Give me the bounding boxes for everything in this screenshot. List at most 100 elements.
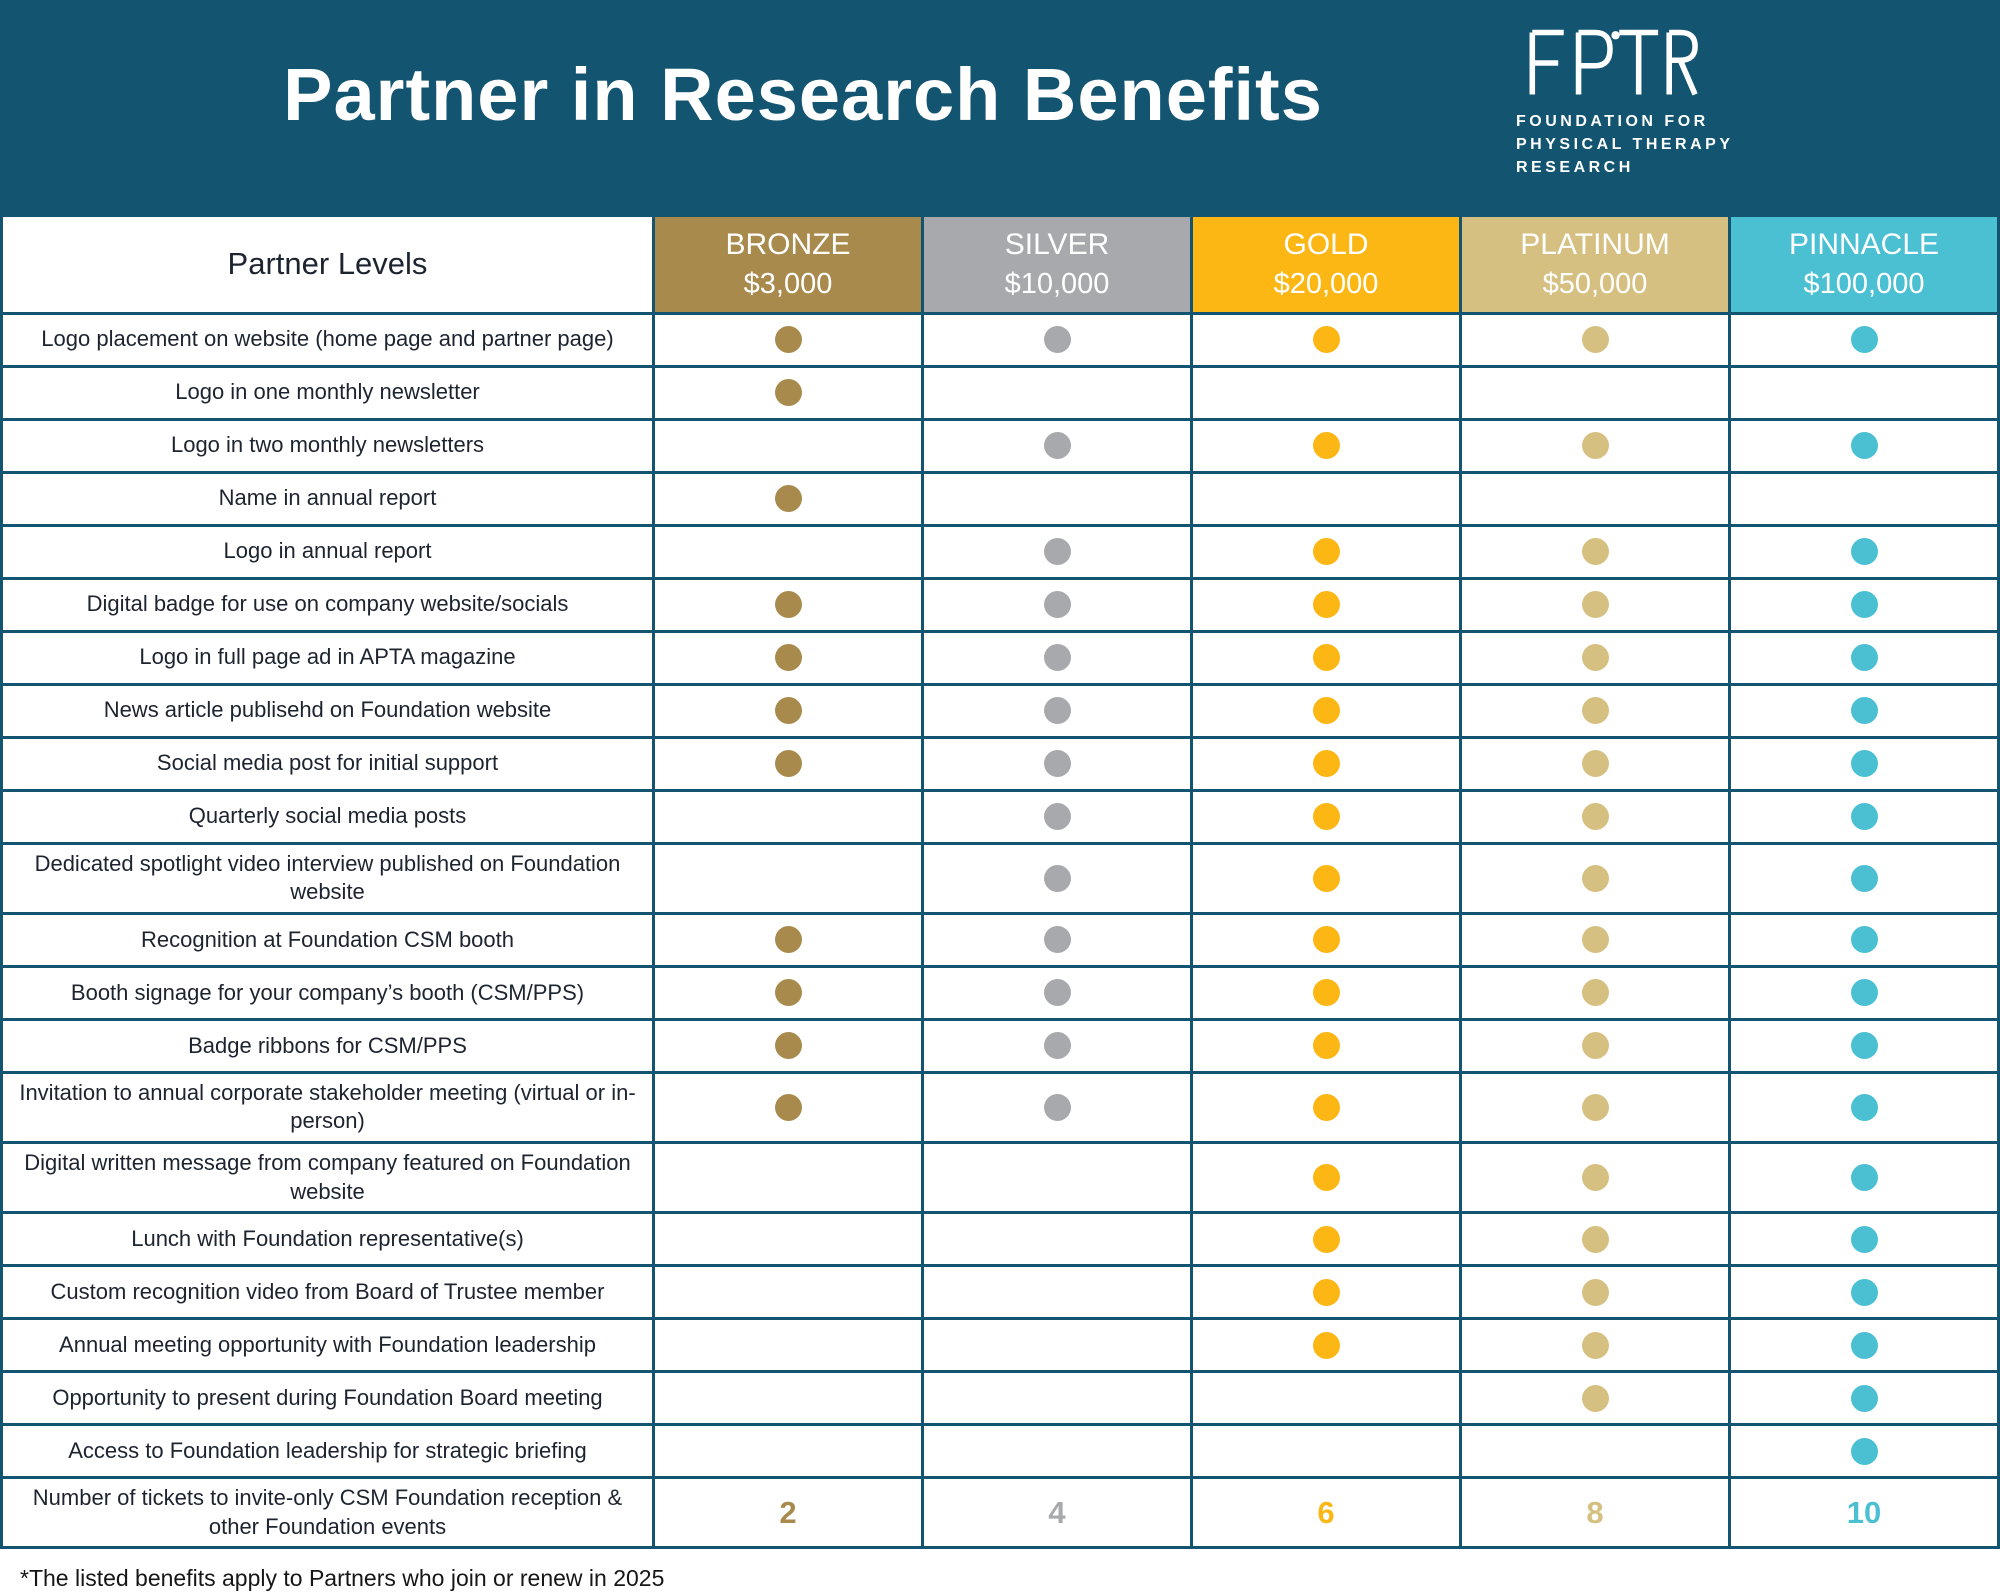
benefit-cell-silver [921,1264,1193,1321]
benefit-dot [774,750,802,778]
benefit-dot [1581,1225,1609,1253]
benefit-dot [1850,1032,1878,1060]
benefit-dot [1312,432,1340,460]
benefit-dot [1581,1164,1609,1192]
level-header-silver: SILVER $10,000 [921,214,1193,315]
benefit-dot [1043,326,1071,354]
benefit-cell-silver [921,1017,1193,1074]
benefit-cell-platinum [1459,1264,1731,1321]
benefit-dot [1581,326,1609,354]
benefit-cell-pinnacle [1728,1370,2000,1427]
benefit-cell-platinum [1459,1017,1731,1074]
benefit-dot [1850,1225,1878,1253]
benefit-cell-gold [1190,911,1462,968]
benefit-cell-pinnacle [1728,788,2000,845]
benefit-cell-platinum [1459,629,1731,686]
benefit-row: Lunch with Foundation representative(s) [0,1211,2000,1268]
fptr-logo-text: FOUNDATION FOR PHYSICAL THERAPY RESEARCH [1516,110,1734,180]
fptr-logo: FOUNDATION FOR PHYSICAL THERAPY RESEARCH [1516,26,1734,180]
benefit-dot [774,1093,802,1121]
tickets-count-pinnacle: 10 [1728,1476,2000,1550]
benefit-label: Custom recognition video from Board of T… [0,1264,655,1321]
benefit-row: Logo in one monthly newsletter [0,364,2000,421]
benefit-cell-bronze [652,1317,924,1374]
benefit-cell-platinum [1459,911,1731,968]
benefit-label: Quarterly social media posts [0,788,655,845]
benefit-cell-bronze [652,629,924,686]
tickets-label: Number of tickets to invite-only CSM Fou… [0,1476,655,1550]
benefit-dot [1312,1164,1340,1192]
level-header-bronze: BRONZE $3,000 [652,214,924,315]
benefit-cell-silver [921,629,1193,686]
benefit-cell-silver [921,682,1193,739]
benefit-row: News article publisehd on Foundation web… [0,682,2000,739]
benefit-dot [1312,644,1340,672]
benefit-cell-pinnacle [1728,735,2000,792]
benefit-dot [774,379,802,407]
benefit-row: Dedicated spotlight video interview publ… [0,841,2000,915]
benefit-cell-gold [1190,1370,1462,1427]
benefit-cell-platinum [1459,1317,1731,1374]
benefit-cell-bronze [652,1017,924,1074]
benefit-cell-silver [921,470,1193,527]
benefit-cell-silver [921,1070,1193,1145]
benefit-cell-bronze [652,1070,924,1145]
tickets-count-bronze: 2 [652,1476,924,1550]
benefit-label: Annual meeting opportunity with Foundati… [0,1317,655,1374]
benefit-row: Name in annual report [0,470,2000,527]
benefit-cell-silver [921,735,1193,792]
benefit-cell-bronze [652,1141,924,1215]
benefit-dot [1043,644,1071,672]
benefit-dot [1312,697,1340,725]
benefit-dot [1850,864,1878,892]
benefit-label: Logo in one monthly newsletter [0,364,655,421]
benefit-dot [774,644,802,672]
benefit-cell-bronze [652,470,924,527]
benefit-cell-pinnacle [1728,364,2000,421]
benefit-cell-platinum [1459,523,1731,580]
benefit-dot [1581,979,1609,1007]
benefit-cell-gold [1190,1070,1462,1145]
benefit-cell-silver [921,523,1193,580]
benefit-dot [1312,750,1340,778]
benefit-dot [1850,803,1878,831]
benefit-dot [1850,1331,1878,1359]
benefit-row: Badge ribbons for CSM/PPS [0,1017,2000,1074]
level-price: $3,000 [743,268,833,300]
benefit-dot [1043,750,1071,778]
footnote: *The listed benefits apply to Partners w… [20,1565,665,1592]
level-price: $10,000 [1004,268,1110,300]
benefit-dot [1043,432,1071,460]
benefit-cell-silver [921,576,1193,633]
benefit-row: Quarterly social media posts [0,788,2000,845]
benefit-cell-gold [1190,1141,1462,1215]
benefit-dot [774,697,802,725]
benefit-label: Opportunity to present during Foundation… [0,1370,655,1427]
benefit-cell-pinnacle [1728,1017,2000,1074]
benefit-dot [1850,432,1878,460]
benefit-cell-pinnacle [1728,1317,2000,1374]
benefit-cell-pinnacle [1728,576,2000,633]
benefit-dot [774,926,802,954]
benefit-dot [774,591,802,619]
benefit-cell-platinum [1459,788,1731,845]
benefit-dot [1850,750,1878,778]
benefit-dot [1581,697,1609,725]
benefit-dot [1312,1225,1340,1253]
benefit-label: Logo in full page ad in APTA magazine [0,629,655,686]
benefit-label: Invitation to annual corporate stakehold… [0,1070,655,1145]
benefit-dot [1581,644,1609,672]
benefit-row: Social media post for initial support [0,735,2000,792]
benefit-dot [1850,1278,1878,1306]
benefit-row: Invitation to annual corporate stakehold… [0,1070,2000,1145]
benefit-dot [1850,697,1878,725]
benefit-cell-bronze [652,911,924,968]
partner-levels-header: Partner Levels [0,214,655,315]
benefit-cell-pinnacle [1728,911,2000,968]
benefit-cell-gold [1190,629,1462,686]
benefit-dot [1581,591,1609,619]
benefit-cell-platinum [1459,841,1731,915]
benefit-cell-gold [1190,417,1462,474]
benefit-cell-pinnacle [1728,417,2000,474]
benefit-cell-gold [1190,364,1462,421]
